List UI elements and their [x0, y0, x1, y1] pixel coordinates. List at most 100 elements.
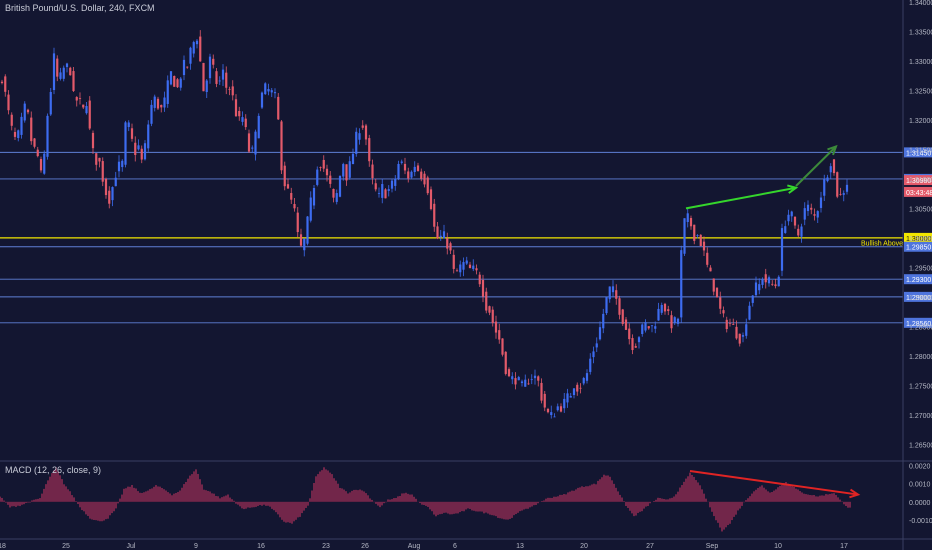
candle-body	[800, 226, 803, 237]
candle-body	[572, 388, 576, 396]
candle-body	[108, 190, 111, 204]
candle-body	[374, 183, 377, 190]
candle-body	[228, 88, 231, 90]
macd-y-tick-label: 0.0010	[909, 482, 931, 489]
candle-body	[231, 86, 234, 96]
candle-body	[520, 381, 524, 384]
candle-body	[186, 66, 189, 68]
candle-body	[329, 175, 332, 184]
candle-body	[30, 117, 33, 142]
candle-body	[829, 166, 832, 173]
candle-body	[273, 92, 277, 94]
candle-body	[403, 163, 407, 171]
candle-body	[816, 211, 819, 218]
candle-body	[826, 177, 829, 182]
candle-body	[322, 159, 325, 169]
macd-histogram	[0, 467, 851, 532]
candle-body	[634, 346, 637, 348]
candle-body	[602, 313, 605, 329]
x-tick-label: 17	[840, 543, 848, 550]
candle-body	[784, 226, 787, 233]
candle-body	[764, 274, 767, 283]
candle-body	[381, 184, 384, 198]
candle-body	[566, 393, 569, 403]
candle-body	[771, 283, 774, 285]
candle-body	[689, 218, 693, 227]
candle-body	[33, 138, 36, 147]
candle-body	[205, 80, 208, 93]
candle-body	[361, 125, 364, 128]
candle-body	[137, 145, 140, 150]
candle-body	[842, 193, 845, 195]
candle-body	[104, 178, 108, 196]
macd-trend-arrow-head	[849, 488, 861, 499]
candle-body	[797, 228, 800, 236]
candle-body	[761, 279, 764, 285]
candle-body	[585, 373, 589, 381]
x-tick-label: Jul	[127, 543, 136, 550]
candle-body	[368, 138, 371, 162]
candle-body	[787, 214, 790, 222]
trend-arrow	[685, 186, 797, 210]
candle-body	[579, 387, 582, 389]
candle-body	[624, 319, 628, 330]
candle-body	[244, 118, 247, 128]
candle-body	[111, 187, 114, 201]
candle-body	[218, 80, 221, 82]
level-tag-label: 1.30000	[906, 236, 931, 243]
candle-body	[4, 76, 7, 92]
candle-body	[208, 56, 212, 79]
candle-body	[413, 166, 416, 173]
candle-body	[618, 298, 621, 315]
candle-body	[257, 115, 260, 139]
level-tag	[904, 291, 932, 302]
y-tick-label: 1.31500	[909, 147, 932, 154]
candle-body	[569, 395, 572, 398]
candle-body	[69, 67, 72, 76]
y-tick-label: 1.32500	[909, 88, 932, 95]
y-tick-label: 1.26500	[909, 442, 932, 449]
candle-body	[751, 295, 754, 303]
level-tag-label: 1.29850	[906, 245, 931, 252]
y-tick-label: 1.29500	[909, 265, 932, 272]
candle-body	[491, 309, 494, 324]
x-tick-label: 23	[322, 543, 330, 550]
candle-body	[836, 172, 839, 197]
candle-body	[741, 335, 745, 337]
candle-body	[501, 338, 504, 355]
x-tick-label: 6	[453, 543, 457, 550]
level-tag-label: 1.29300	[906, 277, 931, 284]
candle-body	[485, 291, 488, 311]
candle-body	[325, 168, 329, 176]
candle-body	[88, 100, 91, 129]
candle-body	[481, 279, 485, 297]
candle-body	[117, 161, 121, 172]
candle-body	[660, 304, 663, 313]
candle-body	[777, 276, 780, 287]
candle-body	[338, 175, 342, 197]
candle-body	[533, 375, 537, 379]
candle-body	[134, 142, 137, 156]
candle-body	[663, 303, 667, 312]
candle-body	[20, 116, 23, 135]
candle-body	[420, 171, 423, 179]
y-tick-label: 1.28000	[909, 354, 932, 361]
candle-body	[127, 122, 130, 128]
candle-body	[706, 252, 709, 265]
candle-body	[637, 337, 641, 343]
candle-body	[303, 238, 306, 251]
candle-body	[397, 163, 400, 179]
candle-body	[43, 153, 46, 174]
candle-body	[429, 189, 433, 210]
candle-body	[745, 324, 748, 336]
candle-body	[576, 384, 579, 392]
x-tick-label: 27	[646, 543, 654, 550]
candle-body	[657, 308, 660, 321]
candle-body	[355, 131, 358, 154]
y-tick-label: 1.33500	[909, 29, 932, 36]
candle-body	[299, 234, 303, 246]
candle-body	[514, 378, 517, 385]
candle-body	[371, 164, 374, 179]
